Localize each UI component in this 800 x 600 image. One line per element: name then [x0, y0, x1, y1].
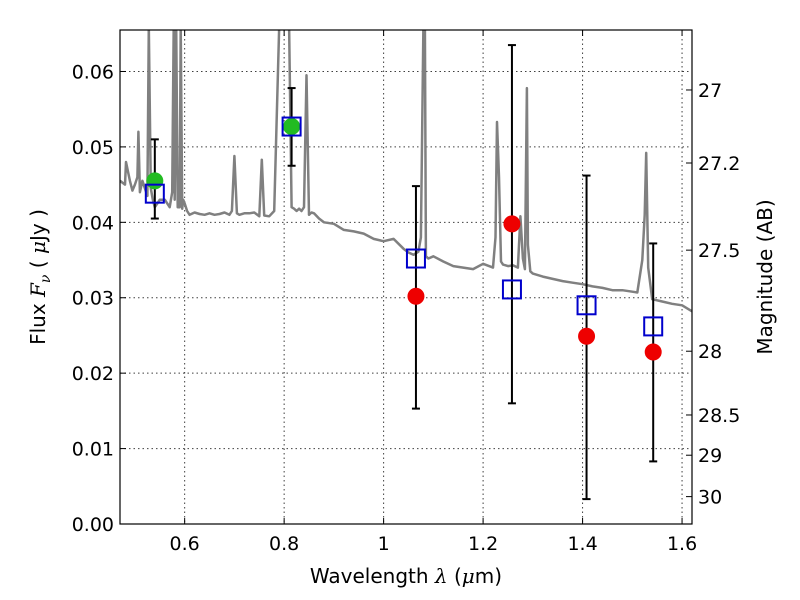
observed-green-point — [283, 118, 301, 136]
observed-red-point — [407, 287, 425, 305]
grid — [120, 30, 692, 524]
y-axis-label: Flux Fν ( μJy ) — [26, 209, 54, 345]
y2-tick-label: 28.5 — [698, 405, 740, 427]
bandpass-flux-square — [144, 183, 165, 204]
y-tick-label: 0.06 — [72, 61, 114, 83]
x-tick-label: 0.8 — [269, 533, 299, 555]
x-tick-label: 1 — [378, 533, 390, 555]
y-tick-label: 0.05 — [72, 137, 114, 159]
observed-red-point — [503, 215, 521, 233]
observed-green-point — [146, 172, 164, 190]
bandpass-flux-square — [501, 279, 522, 300]
y-tick-label: 0.04 — [72, 212, 114, 234]
y-tick-label: 0.01 — [72, 439, 114, 461]
bandpass-flux-square — [643, 316, 664, 337]
y2-tick-label: 30 — [698, 487, 722, 509]
observed-red-point — [644, 343, 662, 361]
y2-axis-label: Magnitude (AB) — [753, 199, 777, 354]
y-tick-label: 0.00 — [72, 514, 114, 536]
bandpass-flux-square — [281, 116, 302, 137]
y-tick-label: 0.02 — [72, 363, 114, 385]
y2-tick-label: 27.5 — [698, 240, 740, 262]
x-axis-label: Wavelength λ (μm) — [310, 564, 502, 588]
y2-tick-label: 29 — [698, 445, 722, 467]
plot-frame — [119, 29, 693, 525]
y2-tick-label: 27.2 — [698, 153, 740, 175]
x-tick-label: 1.4 — [567, 533, 597, 555]
x-tick-label: 1.6 — [667, 533, 697, 555]
x-tick-label: 0.6 — [170, 533, 200, 555]
ticks: 0.6 0.8 1 1.2 1.4 1.6 0.00 0.01 0.02 0.03 0.04 0.05… — [72, 30, 740, 555]
model-spectrum-line — [120, 30, 692, 313]
bandpass-flux-square — [405, 248, 426, 269]
plot-area — [120, 30, 692, 501]
bandpass-flux-square — [576, 295, 597, 316]
observed-red-point — [578, 327, 596, 345]
y2-tick-label: 28 — [698, 341, 722, 363]
y2-tick-label: 27 — [698, 80, 722, 102]
y-tick-label: 0.03 — [72, 288, 114, 310]
x-tick-label: 1.2 — [468, 533, 498, 555]
